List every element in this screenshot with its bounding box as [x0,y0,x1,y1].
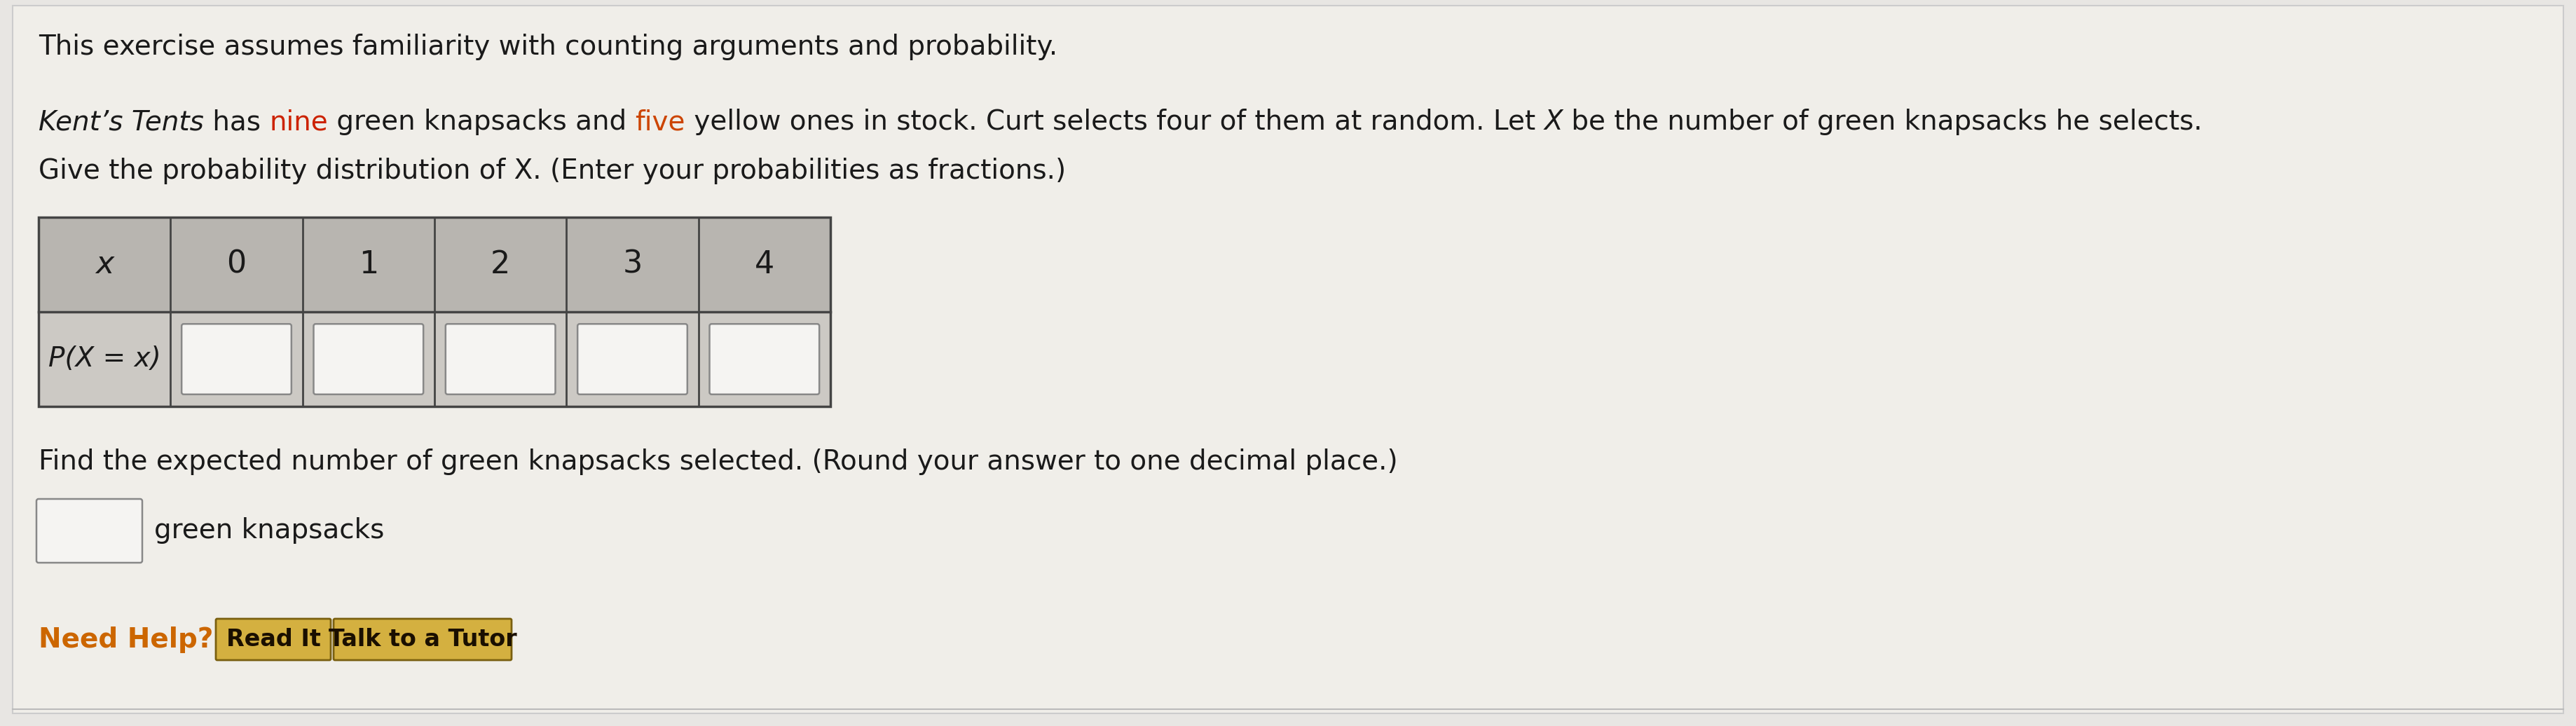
FancyBboxPatch shape [577,324,688,394]
Text: green knapsacks: green knapsacks [155,518,384,544]
Text: Kent’s Tents: Kent’s Tents [39,109,204,135]
Text: x: x [95,250,113,280]
Text: has: has [204,109,270,135]
FancyBboxPatch shape [183,324,291,394]
Bar [39,217,829,407]
Text: Talk to a Tutor: Talk to a Tutor [327,628,518,651]
Text: 4: 4 [755,250,775,280]
Text: This exercise assumes familiarity with counting arguments and probability.: This exercise assumes familiarity with c… [39,33,1059,60]
Bar [39,217,829,312]
FancyBboxPatch shape [36,499,142,563]
Bar [39,312,829,407]
Text: X: X [1543,109,1564,135]
Text: 3: 3 [623,250,641,280]
Text: Find the expected number of green knapsacks selected. (Round your answer to one : Find the expected number of green knapsa… [39,449,1399,475]
Text: be the number of green knapsacks he selects.: be the number of green knapsacks he sele… [1564,109,2202,135]
FancyBboxPatch shape [332,619,513,660]
Text: Need Help?: Need Help? [39,626,214,653]
Text: nine: nine [270,109,327,135]
FancyBboxPatch shape [314,324,422,394]
Text: 2: 2 [489,250,510,280]
Text: Read It: Read It [227,628,319,651]
Text: green knapsacks and: green knapsacks and [327,109,636,135]
Text: 1: 1 [358,250,379,280]
Text: five: five [636,109,685,135]
FancyBboxPatch shape [216,619,330,660]
FancyBboxPatch shape [708,324,819,394]
FancyBboxPatch shape [446,324,556,394]
Text: 0: 0 [227,250,247,280]
Text: Give the probability distribution of X. (Enter your probabilities as fractions.): Give the probability distribution of X. … [39,158,1066,184]
Text: yellow ones in stock. Curt selects four of them at random. Let: yellow ones in stock. Curt selects four … [685,109,1543,135]
Text: P(X = x): P(X = x) [49,346,160,372]
